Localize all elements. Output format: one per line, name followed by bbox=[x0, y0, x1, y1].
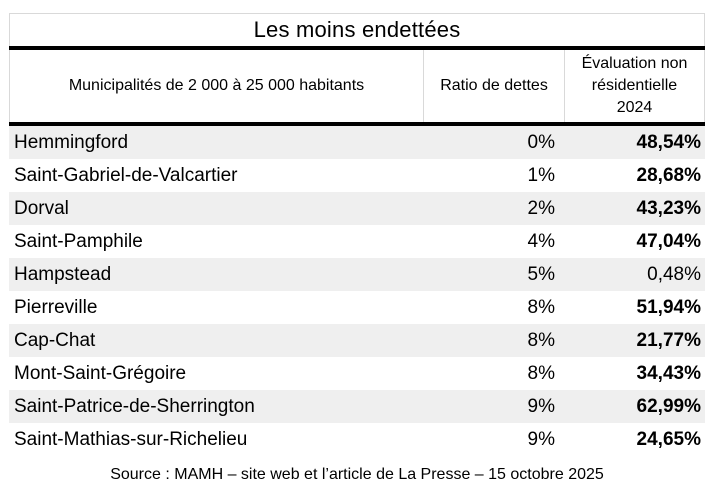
ratio-cell: 8% bbox=[527, 297, 555, 318]
evaluation-cell: 48,54% bbox=[636, 132, 701, 153]
ratio-cell: 8% bbox=[527, 363, 555, 384]
ratio-cell: 1% bbox=[527, 165, 555, 186]
table-row: Hampstead 5% 0,48% bbox=[9, 258, 705, 291]
evaluation-cell: 24,65% bbox=[636, 429, 701, 450]
ratio-cell: 4% bbox=[527, 231, 555, 252]
table-body: Hemmingford 0% 48,54% Saint-Gabriel-de-Valc… bbox=[9, 126, 705, 456]
table-row: Saint-Pamphile 4% 47,04% bbox=[9, 225, 705, 258]
table-row: Saint-Gabriel-de-Valcartier 1% 28,68% bbox=[9, 159, 705, 192]
debt-table: Les moins endettées Municipalités de 2 0… bbox=[9, 13, 705, 456]
ratio-cell: 2% bbox=[527, 198, 555, 219]
municipality-cell: Dorval bbox=[14, 198, 69, 219]
ratio-cell: 0% bbox=[527, 132, 555, 153]
table-header: Municipalités de 2 000 à 25 000 habitant… bbox=[9, 50, 705, 122]
evaluation-cell: 51,94% bbox=[636, 297, 701, 318]
header-divider-rule bbox=[9, 122, 705, 126]
header-evaluation: Évaluation non résidentielle 2024 bbox=[581, 55, 688, 116]
table-row: Dorval 2% 43,23% bbox=[9, 192, 705, 225]
municipality-cell: Saint-Pamphile bbox=[14, 231, 143, 252]
table-row: Pierreville 8% 51,94% bbox=[9, 291, 705, 324]
header-municipalities: Municipalités de 2 000 à 25 000 habitant… bbox=[10, 50, 424, 122]
evaluation-cell: 21,77% bbox=[636, 330, 701, 351]
ratio-cell: 8% bbox=[527, 330, 555, 351]
evaluation-cell: 0,48% bbox=[647, 264, 701, 285]
municipality-cell: Saint-Patrice-de-Sherrington bbox=[14, 396, 255, 417]
table-row: Hemmingford 0% 48,54% bbox=[9, 126, 705, 159]
title-divider-rule bbox=[9, 46, 705, 50]
municipality-cell: Mont-Saint-Grégoire bbox=[14, 363, 187, 384]
table-row: Mont-Saint-Grégoire 8% 34,43% bbox=[9, 357, 705, 390]
ratio-cell: 9% bbox=[527, 429, 555, 450]
header-ratio: Ratio de dettes bbox=[424, 50, 565, 122]
evaluation-cell: 28,68% bbox=[636, 165, 701, 186]
municipality-cell: Saint-Gabriel-de-Valcartier bbox=[14, 165, 238, 186]
evaluation-cell: 43,23% bbox=[636, 198, 701, 219]
municipality-cell: Saint-Mathias-sur-Richelieu bbox=[14, 429, 248, 450]
municipality-cell: Hampstead bbox=[14, 264, 112, 285]
evaluation-cell: 47,04% bbox=[636, 231, 701, 252]
table-row: Saint-Patrice-de-Sherrington 9% 62,99% bbox=[9, 390, 705, 423]
evaluation-cell: 34,43% bbox=[636, 363, 701, 384]
municipality-cell: Pierreville bbox=[14, 297, 98, 318]
ratio-cell: 5% bbox=[527, 264, 555, 285]
table-row: Saint-Mathias-sur-Richelieu 9% 24,65% bbox=[9, 423, 705, 456]
municipality-cell: Hemmingford bbox=[14, 132, 129, 153]
source-note: Source : MAMH – site web et l’article de… bbox=[110, 466, 604, 483]
municipality-cell: Cap-Chat bbox=[14, 330, 96, 351]
table-title: Les moins endettées bbox=[9, 13, 705, 46]
evaluation-cell: 62,99% bbox=[636, 396, 701, 417]
ratio-cell: 9% bbox=[527, 396, 555, 417]
table-row: Cap-Chat 8% 21,77% bbox=[9, 324, 705, 357]
